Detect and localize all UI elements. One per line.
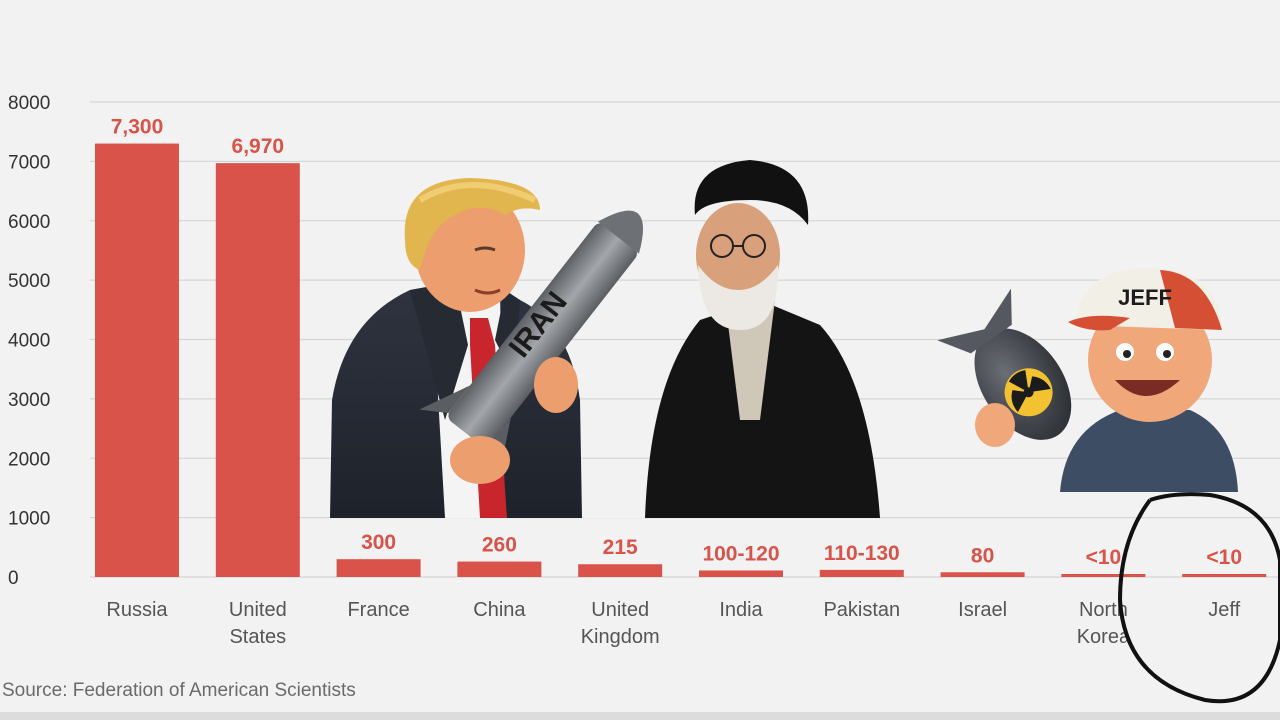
y-tick-label: 7000 xyxy=(8,152,50,173)
source-note: Source: Federation of American Scientist… xyxy=(2,680,356,701)
bar xyxy=(940,572,1025,577)
data-label: 100-120 xyxy=(702,542,779,565)
y-tick-label: 2000 xyxy=(8,449,50,470)
y-tick-label: 4000 xyxy=(8,331,50,352)
y-tick-label: 5000 xyxy=(8,271,50,292)
category-label: China xyxy=(473,599,526,621)
data-label: <10 xyxy=(1086,546,1122,569)
y-tick-label: 8000 xyxy=(8,93,50,114)
suited-man-with-missile: IRAN xyxy=(330,178,879,518)
cartoon-man-with-nuclear-bomb: JEFF xyxy=(937,268,1238,492)
y-tick-label: 0 xyxy=(8,568,19,589)
category-label: Jeff xyxy=(1208,599,1240,621)
bar xyxy=(1061,574,1146,577)
category-label: Israel xyxy=(958,599,1007,621)
bar xyxy=(699,570,783,577)
data-label: 110-130 xyxy=(824,542,900,565)
data-label: 215 xyxy=(603,536,638,559)
y-tick-label: 1000 xyxy=(8,509,50,530)
hand-drawn-circle-around-jeff xyxy=(1117,492,1280,704)
category-label: France xyxy=(347,599,409,621)
category-label: Kingdom xyxy=(581,626,660,648)
data-label: <10 xyxy=(1206,546,1242,569)
cap-label: JEFF xyxy=(1118,285,1172,310)
data-label: 260 xyxy=(482,534,517,557)
bar xyxy=(95,143,179,577)
cleric-in-black-robe xyxy=(645,160,880,518)
data-label: 6,970 xyxy=(232,135,285,158)
bar xyxy=(819,569,904,577)
y-tick-label: 3000 xyxy=(8,390,50,411)
bar xyxy=(578,564,663,577)
bar xyxy=(1182,574,1267,577)
category-label: Korea xyxy=(1077,626,1131,648)
category-label: States xyxy=(229,626,286,648)
bottom-strip xyxy=(0,712,1280,720)
data-label: 7,300 xyxy=(111,116,164,139)
data-label: 300 xyxy=(361,531,396,554)
bar xyxy=(336,559,421,577)
category-label: Pakistan xyxy=(823,599,900,621)
bar xyxy=(215,163,300,577)
data-label: 80 xyxy=(971,544,994,567)
category-label: United xyxy=(229,599,287,621)
bar xyxy=(457,561,542,577)
y-tick-label: 6000 xyxy=(8,212,50,233)
category-label: India xyxy=(719,599,763,621)
category-label: Russia xyxy=(106,599,168,621)
category-label: United xyxy=(591,599,649,621)
category-label: North xyxy=(1079,599,1128,621)
